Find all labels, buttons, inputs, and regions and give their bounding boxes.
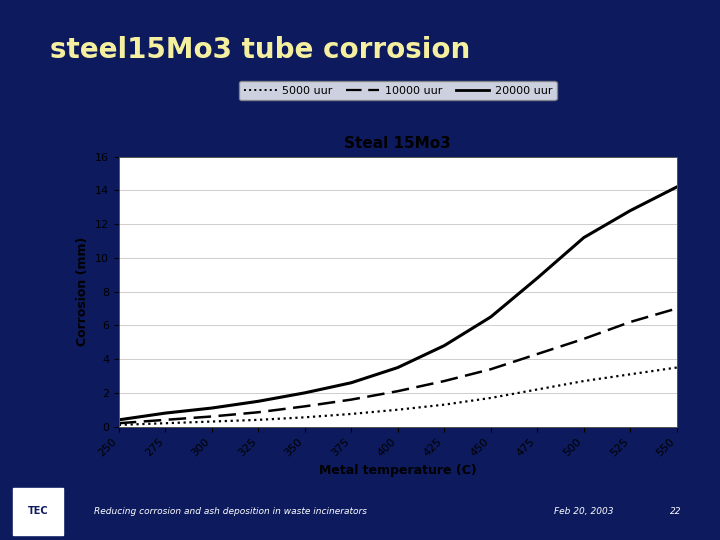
Text: TEC: TEC bbox=[28, 505, 48, 516]
Text: steel15Mo3 tube corrosion: steel15Mo3 tube corrosion bbox=[50, 37, 471, 64]
Y-axis label: Corrosion (mm): Corrosion (mm) bbox=[76, 237, 89, 346]
X-axis label: Metal temperature (C): Metal temperature (C) bbox=[319, 464, 477, 477]
Text: Reducing corrosion and ash deposition in waste incinerators: Reducing corrosion and ash deposition in… bbox=[94, 507, 366, 516]
Legend: 5000 uur, 10000 uur, 20000 uur: 5000 uur, 10000 uur, 20000 uur bbox=[239, 81, 557, 100]
Title: Steal 15Mo3: Steal 15Mo3 bbox=[344, 136, 451, 151]
FancyBboxPatch shape bbox=[13, 488, 63, 536]
Text: 22: 22 bbox=[670, 507, 681, 516]
Text: Feb 20, 2003: Feb 20, 2003 bbox=[554, 507, 614, 516]
